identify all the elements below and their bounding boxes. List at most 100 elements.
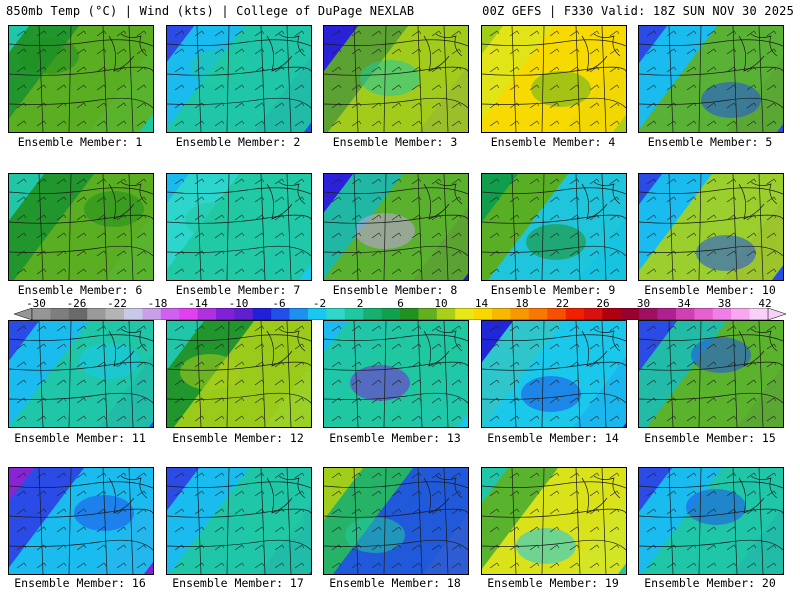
- map-boundary-line: [260, 468, 266, 574]
- wind-barb-icon: [274, 325, 285, 332]
- wind-barb-icon: [234, 361, 245, 368]
- wind-barb-icon: [56, 232, 67, 239]
- wind-barb-icon: [666, 268, 677, 275]
- wind-barb-icon: [706, 102, 717, 109]
- wind-barb-icon: [451, 526, 462, 533]
- wind-barb-icon: [509, 526, 520, 533]
- wind-barb-icon: [569, 48, 580, 55]
- wind-barb-icon: [726, 562, 737, 569]
- ensemble-member-label: Ensemble Member: 7: [175, 283, 301, 297]
- wind-barb-icon: [234, 30, 245, 37]
- wind-barb-icon: [666, 232, 677, 239]
- wind-barb-icon: [451, 472, 462, 479]
- wind-barb-icon: [509, 48, 520, 55]
- wind-barb-icon: [746, 325, 757, 332]
- wind-barb-icon: [116, 66, 127, 73]
- wind-barb-icon: [234, 250, 245, 257]
- map-boundary-line: [511, 321, 517, 427]
- wind-barb-icon: [36, 544, 47, 551]
- wind-barb-icon: [411, 325, 422, 332]
- wind-barb-icon: [294, 30, 305, 37]
- wind-barb-icon: [331, 397, 342, 404]
- wind-barb-icon: [609, 178, 620, 185]
- ensemble-map-panel: [323, 25, 469, 133]
- wind-barb-icon: [254, 66, 265, 73]
- temperature-field: [639, 321, 783, 427]
- wind-barb-icon: [274, 544, 285, 551]
- wind-barb-icon: [509, 379, 520, 386]
- wind-barb-icon: [174, 178, 185, 185]
- wind-barb-icon: [569, 379, 580, 386]
- wind-barb-icon: [294, 526, 305, 533]
- map-boundary-line: [750, 328, 778, 352]
- wind-barb-icon: [391, 508, 402, 515]
- wind-barb-icon: [294, 214, 305, 221]
- wind-barb-icon: [16, 343, 27, 350]
- map-boundary-line: [226, 321, 230, 427]
- ensemble-map-panel: [166, 467, 312, 575]
- wind-barb-icon: [254, 562, 265, 569]
- map-boundary-line: [167, 245, 311, 257]
- wind-barb-icon: [666, 325, 677, 332]
- wind-barb-icon: [746, 472, 757, 479]
- wind-barb-icon: [431, 490, 442, 497]
- wind-barb-icon: [96, 214, 107, 221]
- wind-barb-icon: [36, 232, 47, 239]
- wind-barb-icon: [234, 178, 245, 185]
- wind-barb-icon: [666, 178, 677, 185]
- wind-barb-icon: [411, 379, 422, 386]
- map-boundary-line: [639, 97, 783, 109]
- wind-barb-icon: [96, 196, 107, 203]
- wind-barb-icon: [666, 196, 677, 203]
- temperature-field: [167, 26, 311, 132]
- wind-barb-icon: [174, 48, 185, 55]
- wind-barb-icon: [76, 102, 87, 109]
- wind-barb-icon: [411, 361, 422, 368]
- wind-barb-icon: [489, 526, 500, 533]
- wind-barb-icon: [174, 268, 185, 275]
- wind-barb-icon: [194, 196, 205, 203]
- wind-barb-icon: [371, 30, 382, 37]
- wind-barb-icon: [451, 361, 462, 368]
- wind-barb-icon: [411, 250, 422, 257]
- wind-barb-icon: [589, 268, 600, 275]
- wind-barb-icon: [746, 232, 757, 239]
- wind-barb-icon: [529, 415, 540, 422]
- wind-barb-icon: [331, 562, 342, 569]
- wind-barb-icon: [254, 472, 265, 479]
- wind-barb-icon: [294, 66, 305, 73]
- wind-barb-icon: [76, 343, 87, 350]
- wind-barb-icon: [36, 268, 47, 275]
- wind-barb-icon: [766, 544, 777, 551]
- wind-barb-icon: [609, 490, 620, 497]
- temperature-field: [482, 468, 626, 574]
- wind-barb-icon: [36, 472, 47, 479]
- wind-barb-icon: [666, 544, 677, 551]
- wind-barb-icon: [56, 268, 67, 275]
- temperature-field: [639, 468, 783, 574]
- wind-barb-icon: [549, 343, 560, 350]
- wind-barb-icon: [234, 120, 245, 127]
- wind-barb-icon: [36, 196, 47, 203]
- wind-barb-icon: [666, 472, 677, 479]
- colorbar-swatch: [381, 308, 401, 320]
- wind-barb-icon: [589, 361, 600, 368]
- wind-barb-icon: [589, 544, 600, 551]
- wind-barb-icon: [174, 379, 185, 386]
- wind-barb-icon: [16, 544, 27, 551]
- wind-barb-icon: [706, 66, 717, 73]
- wind-barb-icon: [411, 544, 422, 551]
- wind-barb-icon: [549, 250, 560, 257]
- wind-barb-icon: [76, 361, 87, 368]
- wind-barb-icon: [411, 102, 422, 109]
- wind-barb-icon: [646, 361, 657, 368]
- colorbar-tick-label: -30: [26, 297, 46, 310]
- wind-barb-icon: [431, 178, 442, 185]
- wind-barb-icon: [529, 66, 540, 73]
- wind-barb-icon: [726, 268, 737, 275]
- wind-barb-icon: [746, 562, 757, 569]
- wind-barb-icon: [451, 102, 462, 109]
- map-boundary-line: [511, 468, 517, 574]
- wind-barb-icon: [16, 508, 27, 515]
- wind-barb-icon: [371, 415, 382, 422]
